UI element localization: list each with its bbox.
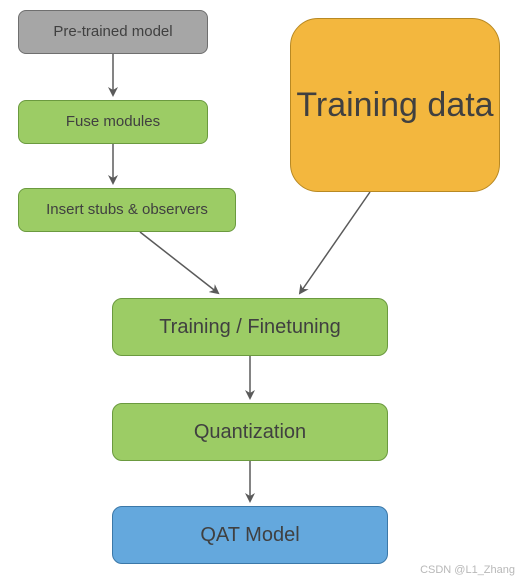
- flow-node-label: Quantization: [194, 420, 306, 444]
- watermark-text: CSDN @L1_Zhang: [420, 564, 515, 576]
- flow-node-training_data: Training data: [290, 18, 500, 192]
- flow-node-training: Training / Finetuning: [112, 298, 388, 356]
- flow-edge-training_data-to-training: [300, 192, 370, 293]
- flow-node-quant: Quantization: [112, 403, 388, 461]
- flow-node-label: Training data: [296, 85, 493, 126]
- flow-node-insert: Insert stubs & observers: [18, 188, 236, 232]
- flow-node-qat: QAT Model: [112, 506, 388, 564]
- flow-node-label: Pre-trained model: [53, 23, 172, 41]
- flow-edge-insert-to-training: [140, 232, 218, 293]
- flow-node-pretrained: Pre-trained model: [18, 10, 208, 54]
- flow-node-fuse: Fuse modules: [18, 100, 208, 144]
- flow-node-label: Insert stubs & observers: [46, 201, 208, 219]
- flow-node-label: QAT Model: [200, 523, 299, 547]
- flow-node-label: Training / Finetuning: [159, 315, 341, 339]
- flow-node-label: Fuse modules: [66, 113, 160, 131]
